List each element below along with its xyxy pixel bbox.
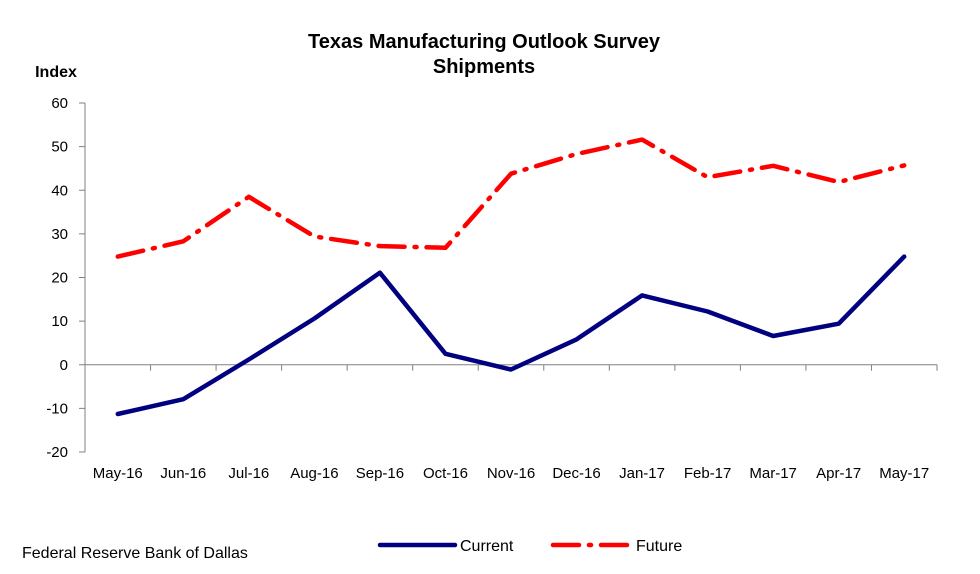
y-tick-label: 20 — [51, 270, 68, 287]
axes — [84, 103, 937, 452]
x-tick-label: Mar-17 — [749, 465, 797, 482]
series-line-future — [115, 137, 907, 259]
x-tick-label: May-16 — [93, 465, 143, 482]
y-tick-label: 30 — [51, 226, 68, 243]
y-tick-label: 50 — [51, 139, 68, 156]
x-tick-label: Jun-16 — [160, 465, 206, 482]
series-line-current — [115, 254, 907, 417]
y-axis-label: Index — [35, 64, 77, 81]
y-tick-label: 40 — [51, 182, 68, 199]
x-tick-label: Aug-16 — [290, 465, 338, 482]
x-tick-label: Dec-16 — [552, 465, 600, 482]
x-tick-label: Oct-16 — [423, 465, 468, 482]
legend-label-future: Future — [636, 538, 682, 555]
y-tick-label: 0 — [60, 357, 68, 374]
y-ticks: -20 -10 0 10 20 30 40 50 60 — [46, 95, 85, 461]
chart-subtitle: Shipments — [433, 56, 535, 78]
y-tick-label: 10 — [51, 313, 68, 330]
series-group — [115, 137, 907, 417]
x-tick-label: Jan-17 — [619, 465, 665, 482]
legend: Current Future — [377, 538, 682, 555]
chart-title: Texas Manufacturing Outlook Survey — [308, 31, 661, 53]
y-tick-label: -20 — [46, 444, 68, 461]
x-tick-label: Sep-16 — [356, 465, 404, 482]
x-tick-label: Nov-16 — [487, 465, 535, 482]
x-tick-label: Feb-17 — [684, 465, 732, 482]
x-tick-label: Apr-17 — [816, 465, 861, 482]
y-tick-label: -10 — [46, 400, 68, 417]
source-note: Federal Reserve Bank of Dallas — [22, 545, 248, 562]
y-tick-label: 60 — [51, 95, 68, 112]
x-tick-label: May-17 — [879, 465, 929, 482]
x-ticks: May-16 Jun-16 Jul-16 Aug-16 Sep-16 Oct-16 Nov-… — [84, 364, 938, 482]
legend-label-current: Current — [460, 538, 514, 555]
x-tick-label: Jul-16 — [228, 465, 269, 482]
